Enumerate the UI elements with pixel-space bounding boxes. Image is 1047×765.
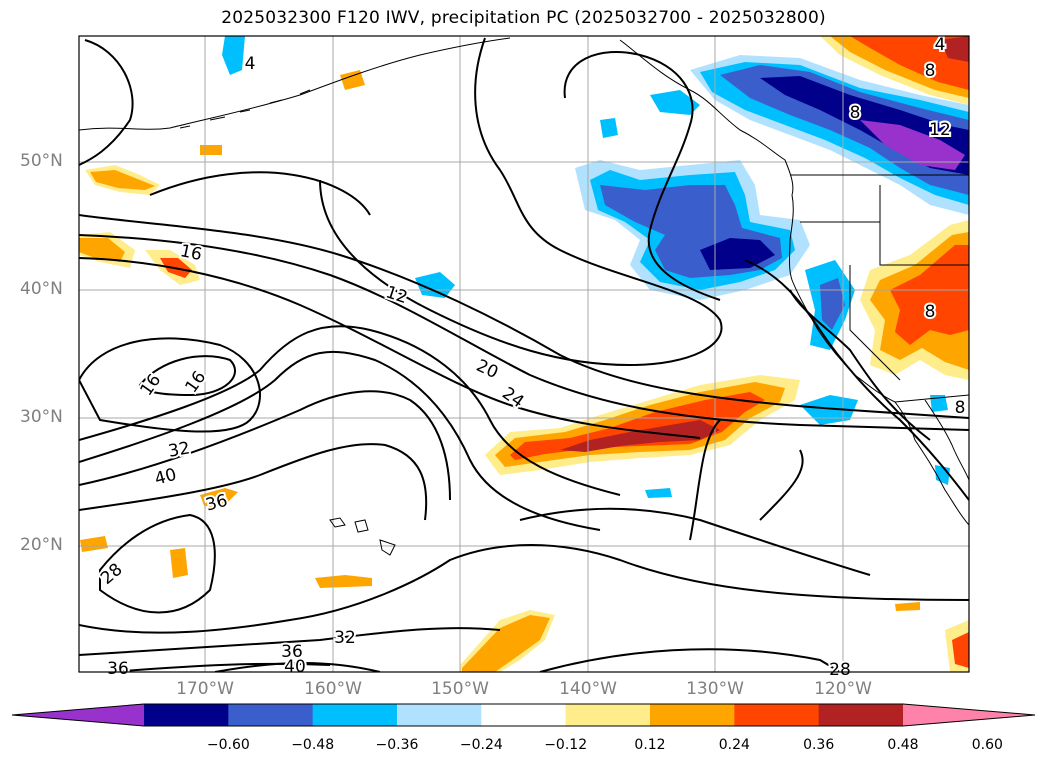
contour-line — [138, 355, 236, 397]
colorbar-tick-label: −0.48 — [291, 737, 335, 753]
contour-line — [79, 627, 501, 656]
lon-label: 150°W — [431, 679, 489, 699]
contour-line — [79, 544, 969, 634]
lat-label: 40°N — [20, 279, 63, 299]
contour-label: 8 — [955, 398, 966, 418]
pos-region-small-f — [80, 536, 108, 552]
contour-line — [79, 390, 451, 501]
pos-region-sw-corner-2 — [952, 632, 969, 668]
contour-label: 4 — [245, 54, 256, 74]
contour-line — [539, 648, 841, 672]
lat-label: 20°N — [20, 535, 63, 555]
pos-region-great-basin-3 — [890, 245, 969, 345]
contour-label: 4 — [935, 35, 946, 55]
contour-line — [519, 507, 871, 576]
map-title: 2025032300 F120 IWV, precipitation PC (2… — [221, 8, 826, 28]
pos-region-small-a — [170, 548, 188, 578]
contour-line — [689, 419, 721, 541]
contour-label: 40 — [284, 657, 306, 677]
contour-line — [79, 257, 701, 439]
contour-line — [79, 443, 428, 521]
contour-label: 8 — [925, 61, 936, 81]
iwv-contours — [79, 37, 969, 672]
coastline-alaska — [79, 37, 511, 131]
contour-line — [79, 325, 621, 496]
contour-label: 8 — [925, 302, 936, 322]
colorbar-tick-label: −0.24 — [459, 737, 503, 753]
pos-region-small-b — [315, 575, 372, 588]
neg-region-small4 — [645, 488, 672, 498]
colorbar-tick-label: −0.60 — [206, 737, 250, 753]
coastline-wa-or — [789, 194, 794, 281]
contour-label: 8 — [850, 103, 861, 123]
precip-shading — [79, 36, 969, 672]
pos-region-small-c — [200, 145, 222, 155]
border-us-mexico — [894, 394, 969, 403]
neg-region-small5 — [930, 395, 948, 412]
lon-label: 130°W — [686, 679, 744, 699]
graticule — [79, 36, 969, 672]
contour-line — [99, 513, 216, 614]
contour-line — [563, 51, 721, 301]
colorbar-tick-label: 0.12 — [634, 737, 666, 753]
colorbar-tick-label: 0.24 — [718, 737, 750, 753]
contour-label: 12 — [929, 120, 951, 140]
pos-region-small-e — [200, 488, 238, 508]
coastline-gulf-ca — [924, 399, 969, 481]
contour-line — [214, 662, 381, 672]
contour-line — [79, 214, 969, 419]
pos-region-west2-2 — [90, 170, 155, 190]
neg-region-wa-coast — [650, 90, 700, 115]
colorbar-tick-label: −0.12 — [544, 737, 588, 753]
contour-line — [109, 662, 331, 672]
pos-region-ne-corner-3 — [850, 36, 969, 90]
contour-label: 28 — [829, 660, 851, 680]
contour-line — [149, 171, 371, 216]
neg-region-ca-coast-2 — [820, 278, 845, 330]
aleutian-islands — [179, 89, 311, 129]
coastline-bc — [619, 39, 794, 196]
neg-region-small1 — [415, 272, 455, 298]
pos-region-subtropical-band-4 — [560, 420, 720, 452]
lon-label: 170°W — [176, 679, 234, 699]
contour-line — [79, 39, 134, 166]
contour-line — [79, 350, 601, 531]
pos-region-small-g — [895, 602, 920, 611]
neg-region-ne-pacific-4 — [700, 238, 775, 270]
lat-label: 50°N — [20, 151, 63, 171]
pos-region-ne-corner-4 — [940, 36, 969, 62]
contour-line — [79, 337, 261, 433]
lat-label: 30°N — [20, 407, 63, 427]
pos-region-small-d — [340, 70, 365, 90]
contour-line — [759, 449, 804, 521]
contour-line — [319, 37, 723, 367]
neg-region-small2 — [222, 36, 245, 75]
contour-line — [789, 289, 931, 441]
border-states-2 — [849, 265, 901, 381]
hawaii-islands — [329, 517, 396, 556]
pos-region-southeast-2 — [462, 615, 550, 672]
border-states-1 — [800, 221, 969, 266]
lon-label: 120°W — [814, 679, 872, 699]
colorbar-tick-label: 0.60 — [971, 737, 1003, 753]
neg-region-bc-coast-5 — [860, 120, 965, 170]
contour-label: 36 — [107, 659, 129, 679]
colorbar-tick-label: 0.36 — [803, 737, 835, 753]
lon-label: 160°W — [304, 679, 362, 699]
coastlines — [79, 37, 969, 556]
pos-region-subtropical-band-3 — [510, 392, 765, 460]
colorbar-tick-label: 0.48 — [887, 737, 919, 753]
contour-label: 36 — [281, 642, 303, 662]
plot-frame — [78, 35, 970, 673]
colorbar-tick-label: −0.36 — [375, 737, 419, 753]
contour-label: 32 — [167, 438, 192, 461]
neg-region-small3 — [600, 118, 618, 138]
coastline-baja — [894, 401, 969, 526]
pos-region-west1-2 — [79, 238, 125, 262]
contour-line — [79, 234, 969, 431]
contour-label: 32 — [334, 628, 356, 648]
lon-label: 140°W — [559, 679, 617, 699]
coastline-ca — [791, 279, 896, 403]
